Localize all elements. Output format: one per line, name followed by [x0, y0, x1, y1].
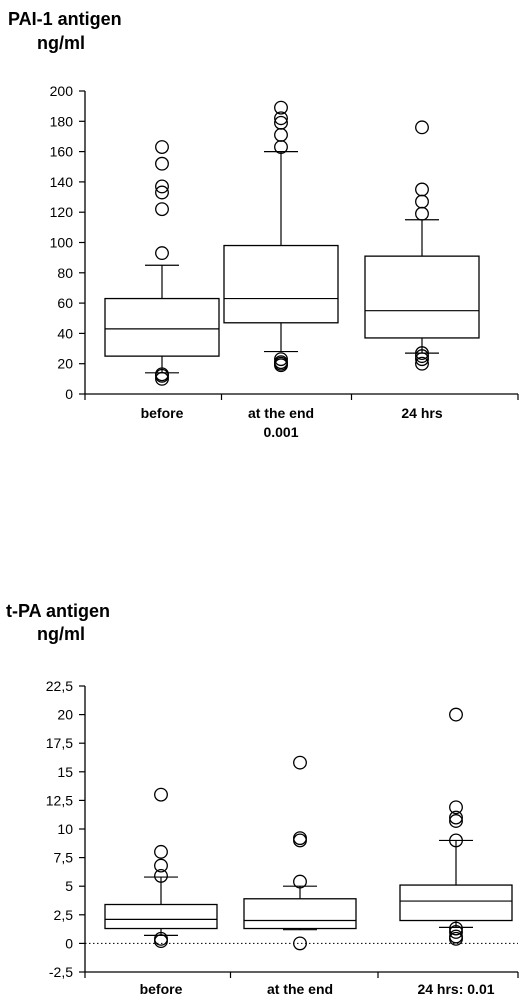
chart2-y-tick-label: 22,5 — [46, 678, 73, 694]
chart1-outlier-point — [274, 355, 288, 370]
chart1-y-tick-label: 0 — [65, 386, 73, 402]
chart2-outlier-point — [449, 833, 463, 848]
chart2-outlier-point — [154, 844, 168, 859]
chart2-y-tick-label: 20 — [57, 707, 73, 723]
chart1-category-label: before — [141, 405, 184, 421]
chart1-outlier-point — [155, 185, 169, 200]
chart1-outlier-point — [274, 100, 288, 115]
chart2-box — [243, 898, 357, 930]
chart2-y-tick-label: -2,5 — [49, 964, 73, 980]
chart2-outlier-point — [449, 925, 463, 939]
chart1-title: PAI-1 antigen — [8, 9, 122, 29]
chart1-outlier-point — [155, 202, 169, 217]
chart2-outlier-point — [154, 858, 168, 873]
chart1-outlier-point — [155, 371, 169, 386]
chart1-y-tick-label: 200 — [50, 83, 74, 99]
chart1-outlier-point — [415, 120, 429, 135]
chart1-unit-label: ng/ml — [37, 33, 85, 53]
chart2-y-tick-label: 15 — [57, 764, 73, 780]
chart1-y-tick-label: 100 — [50, 235, 74, 251]
chart2-outlier-point — [449, 929, 463, 944]
chart1-category-label: 24 hrs — [401, 405, 442, 421]
chart1-outlier-point — [155, 246, 169, 261]
chart1-box — [104, 297, 220, 357]
chart2-outlier-point — [449, 800, 463, 815]
chart2-box — [104, 903, 218, 930]
chart1-category-label: at the end — [248, 405, 314, 421]
chart1-outlier-point — [415, 206, 429, 221]
chart2-y-tick-label: 5 — [65, 878, 73, 894]
chart2-outlier-point — [449, 810, 463, 825]
chart2-outlier-point — [154, 931, 168, 946]
chart2-outlier-point — [154, 868, 168, 883]
chart2-category-label: at the end — [267, 981, 333, 997]
chart2-unit-label: ng/ml — [37, 624, 85, 644]
chart2-y-tick-label: 10 — [57, 821, 73, 837]
chart1-y-tick-label: 20 — [57, 356, 73, 372]
chart1-outlier-point — [415, 194, 429, 209]
chart1-outlier-point — [274, 127, 288, 142]
chart1-y-tick-label: 180 — [50, 113, 74, 129]
chart1-box — [364, 255, 480, 339]
chart2-outlier-point — [449, 707, 463, 722]
chart1-outlier-point — [155, 140, 169, 155]
chart1-outlier-point — [274, 111, 288, 126]
chart1-y-tick-label: 140 — [50, 174, 74, 190]
chart2-outlier-point — [293, 874, 307, 889]
chart2-y-tick-label: 17,5 — [46, 735, 73, 751]
chart1-y-tick-label: 60 — [57, 295, 73, 311]
chart2-outlier-point — [293, 936, 307, 951]
chart1-outlier-point — [415, 182, 429, 197]
chart1-outlier-point — [415, 349, 429, 364]
chart1-outlier-point — [155, 179, 169, 194]
chart2-category-label: before — [140, 981, 183, 997]
chart2-outlier-point — [449, 921, 463, 936]
chart1-outlier-point — [274, 352, 288, 367]
chart1-outlier-point — [155, 367, 169, 382]
chart2-y-tick-label: 0 — [65, 935, 73, 951]
chart2-title: t-PA antigen — [6, 601, 110, 621]
chart2-y-tick-label: 12,5 — [46, 792, 73, 808]
chart1-outlier-point — [415, 346, 429, 361]
chart1-y-tick-label: 120 — [50, 204, 74, 220]
chart2-outlier-point — [449, 814, 463, 828]
chart2-outlier-point — [293, 831, 307, 846]
chart1-box — [223, 244, 339, 324]
chart1-y-tick-label: 80 — [57, 265, 73, 281]
chart1-category-note: 0.001 — [263, 424, 298, 440]
chart2-y-tick-label: 2,5 — [54, 907, 74, 923]
chart2-y-tick-label: 7,5 — [54, 850, 74, 866]
chart1-outlier-point — [155, 156, 169, 171]
chart2-box — [399, 884, 513, 922]
chart2-category-label: 24 hrs: 0.01 — [417, 981, 494, 997]
chart1-outlier-point — [415, 352, 429, 367]
chart2-outlier-point — [154, 787, 168, 802]
chart2-outlier-point — [293, 755, 307, 770]
chart1-y-tick-label: 160 — [50, 144, 74, 160]
chart1-y-tick-label: 40 — [57, 325, 73, 341]
chart1-outlier-point — [274, 115, 288, 130]
chart1-outlier-point — [415, 356, 429, 371]
